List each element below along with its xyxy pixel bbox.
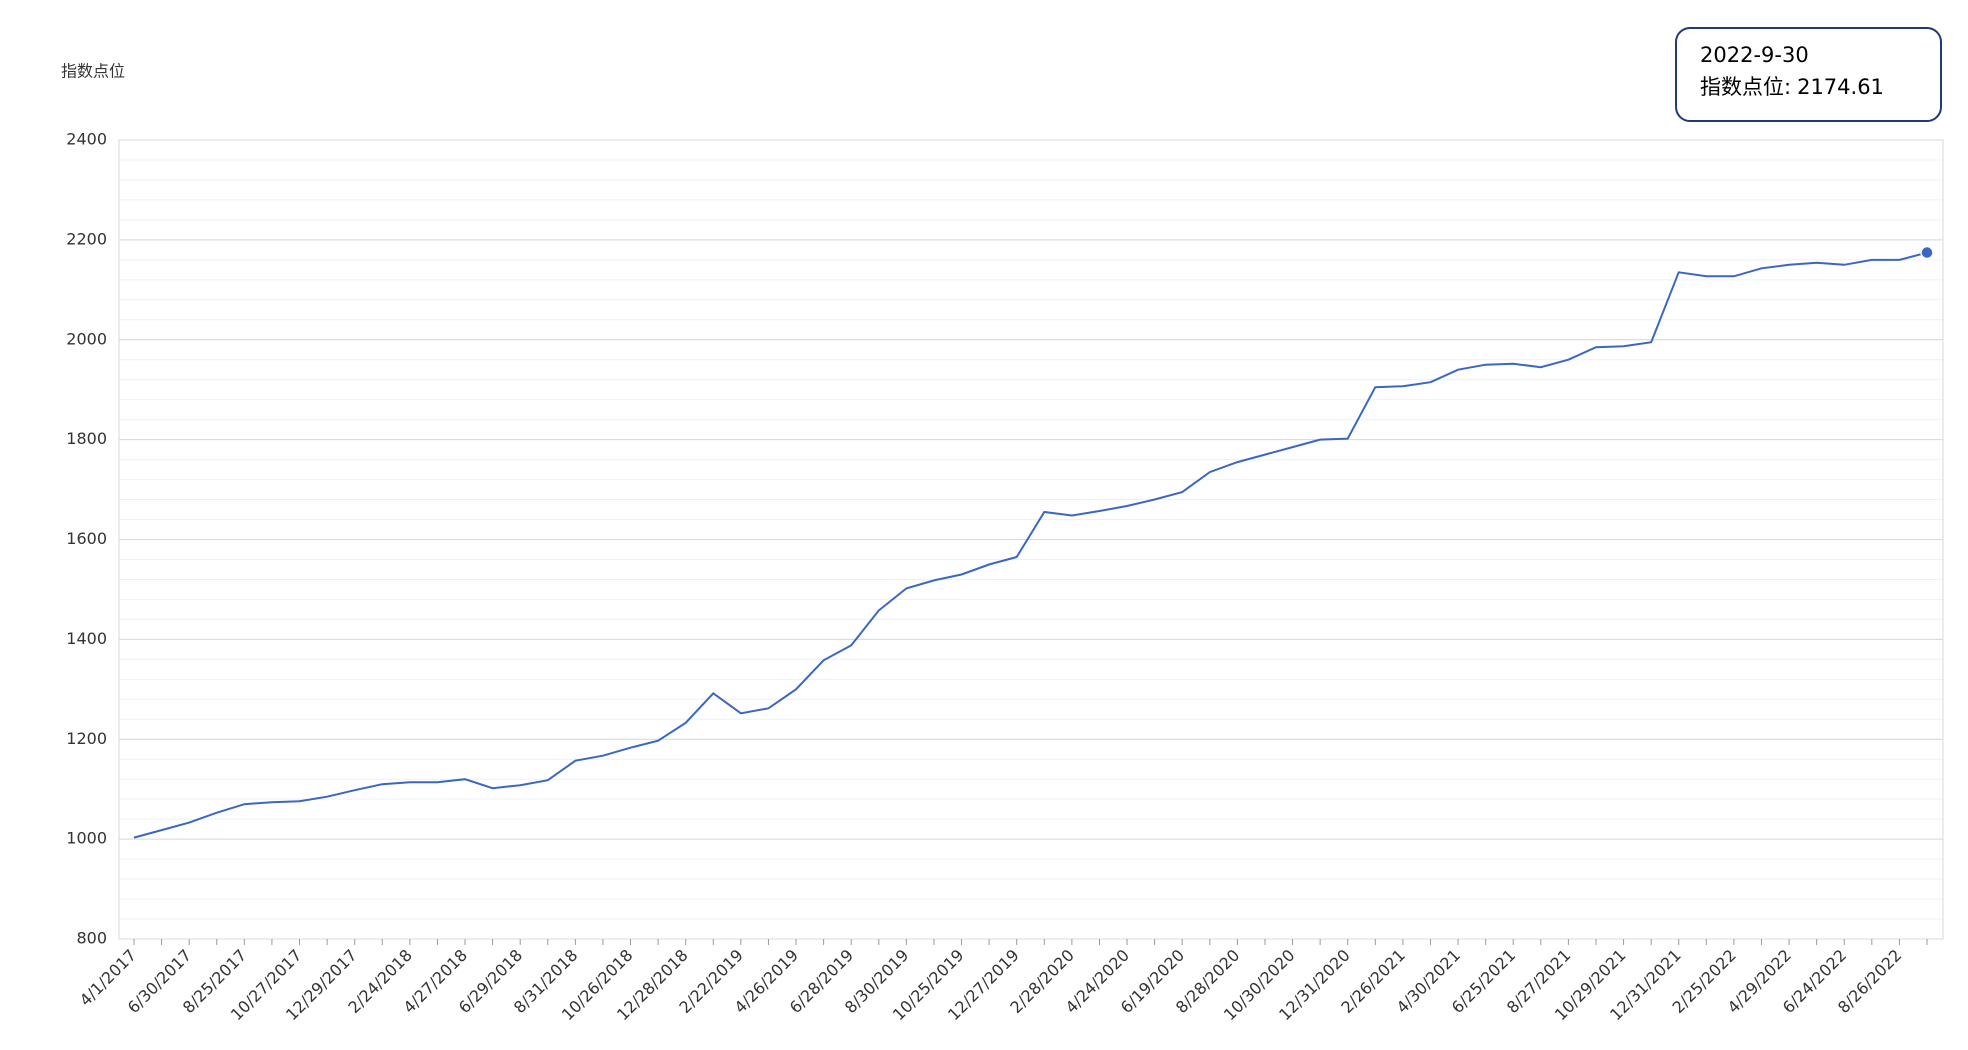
tooltip-label: 指数点位: xyxy=(1700,75,1791,99)
tooltip-title: 2022-9-30 xyxy=(1700,43,1809,67)
line xyxy=(133,251,1928,839)
highlight-point xyxy=(1920,245,1934,260)
y-tick-label: 2200 xyxy=(66,229,107,248)
y-tick-label: 1000 xyxy=(66,829,107,848)
y-tick-label: 1200 xyxy=(66,729,107,748)
y-tick-label: 1400 xyxy=(66,629,107,648)
y-tick-label: 2000 xyxy=(66,329,107,348)
y-axis-title: 指数点位 xyxy=(61,62,125,81)
y-tick-label: 800 xyxy=(76,929,107,948)
y-tick-label: 1800 xyxy=(66,429,107,448)
tooltip-box xyxy=(1675,27,1942,122)
y-tick-label: 2400 xyxy=(66,130,107,149)
tooltip: 2022-9-30 指数点位: 2174.61 xyxy=(1675,27,1942,122)
y-tick-label: 1600 xyxy=(66,529,107,548)
tooltip-text: 指数点位: 2174.61 xyxy=(1700,75,1884,99)
plot-frame xyxy=(118,139,1944,940)
tooltip-value: 2174.61 xyxy=(1797,75,1884,99)
